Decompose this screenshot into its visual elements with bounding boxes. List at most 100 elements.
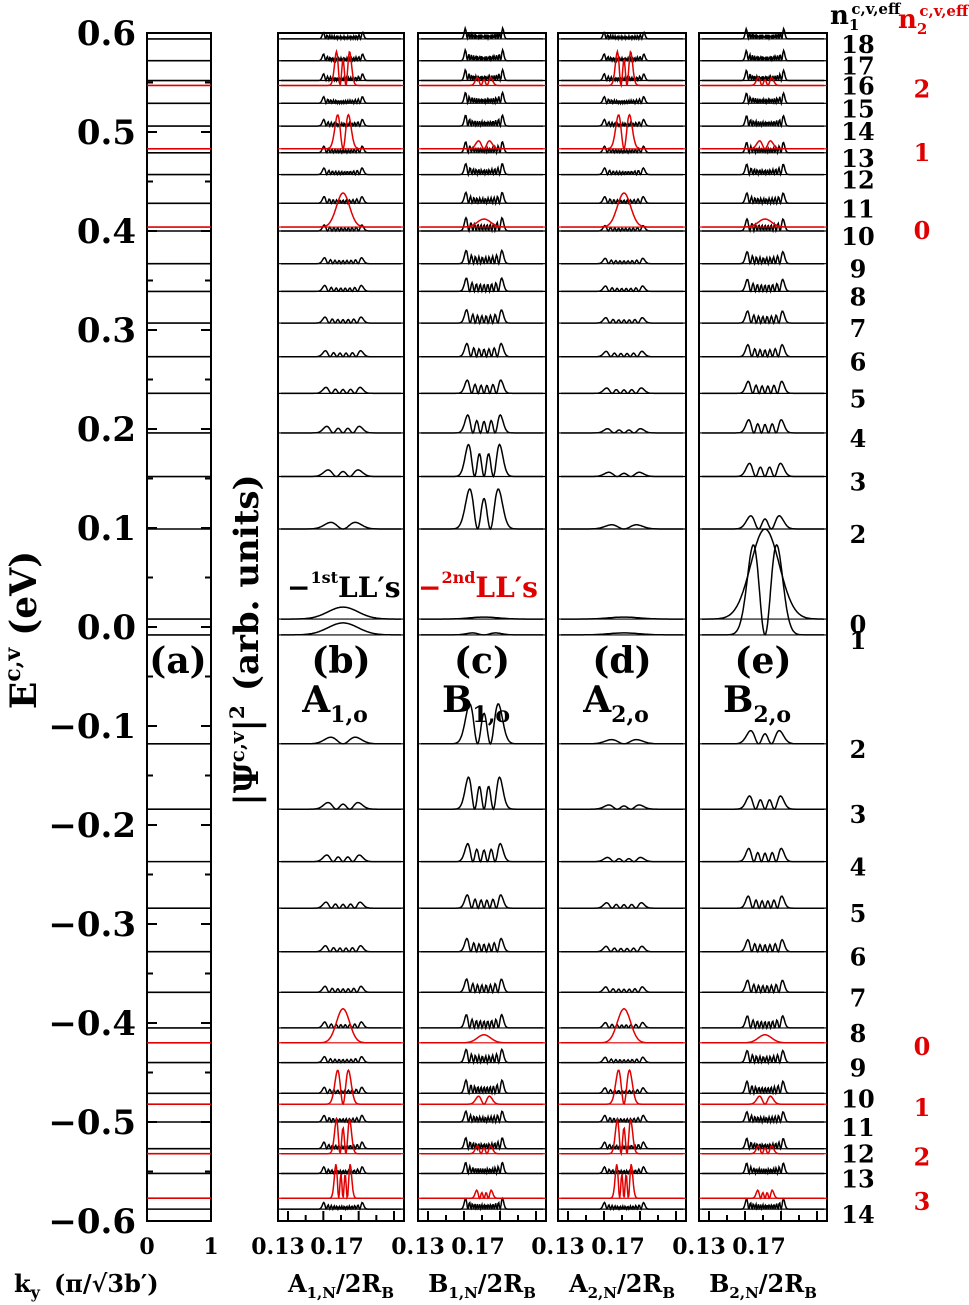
- panel-d-site-main: A: [582, 679, 612, 721]
- panel-c-second-wave-1: [421, 139, 543, 150]
- n1-cond-label-0: 0: [850, 610, 867, 639]
- n1-header-main: n: [830, 1, 849, 31]
- panel-b-first-wave-10: [281, 195, 401, 205]
- panel-e-first-wave-30: [702, 1162, 824, 1177]
- panel-b-xlabel-sub: 1,N: [307, 1284, 337, 1302]
- panel-c-first-wave-1: [421, 488, 543, 531]
- panel-e-first-wave-3: [702, 418, 824, 435]
- n1-val-label-3: 4: [850, 853, 867, 882]
- panel-b-xlabel-main: A: [287, 1269, 307, 1298]
- n1-cond-label-10: 11: [841, 194, 874, 223]
- panel-d-second-wave-0: [561, 192, 683, 228]
- quantum-number-labels: 0234567891011121314151617181234567891011…: [841, 30, 930, 1229]
- panel-c-first-wave-2: [421, 443, 543, 479]
- n1-cond-label-7: 8: [850, 282, 867, 311]
- psi-axis-title: |Ψc,v|2 (arb. units): [225, 474, 267, 805]
- n2-label-4: 1: [914, 1093, 931, 1122]
- n2-label-3: 0: [914, 1032, 931, 1061]
- panel-d-first-wave-13: [561, 118, 683, 129]
- panel-b-first-wave-20: [281, 801, 401, 810]
- y-tick-label-12: −0.6: [48, 1202, 136, 1242]
- panel-c-first-wave-20: [421, 776, 543, 811]
- y-tick-label-2: 0.4: [77, 212, 136, 252]
- panel-c: 0.13 0.17(c)B1,oB1,N/2RB: [391, 25, 547, 1302]
- legend-first-sup: 1st: [310, 568, 338, 587]
- panel-a-xtick-0: 0: [139, 1234, 154, 1260]
- y-tick-label-8: −0.2: [48, 806, 136, 846]
- n2-header-sub: 2: [917, 20, 927, 38]
- n1-cond-label-1: 2: [850, 520, 867, 549]
- panel-e-first-wave-29: [702, 1137, 824, 1152]
- panel-e-first-wave-24: [702, 979, 824, 995]
- panel-e-first-wave-19: [702, 729, 824, 745]
- panel-c-xlabel-tail-sub: B: [523, 1284, 536, 1302]
- panel-b-first-wave-11: [281, 166, 401, 177]
- panel-d-second-wave-6: [561, 1164, 683, 1199]
- panel-c-first-wave-3: [421, 414, 543, 435]
- panel-a-ticks: [147, 32, 211, 1222]
- n1-cond-label-3: 4: [850, 424, 867, 453]
- panel-c-site-sub: 1,o: [472, 702, 510, 728]
- n1-cond-label-8: 9: [850, 255, 867, 284]
- n1-val-label-0: 1: [850, 626, 867, 655]
- panel-b-first-wave-1: [281, 521, 401, 530]
- psi-axis-label-sq: 2: [225, 705, 249, 719]
- panel-b-site-main: A: [301, 679, 331, 721]
- panel-d-first-wave-10: [561, 195, 683, 205]
- panel-b-first-wave-31: [281, 1201, 401, 1212]
- panel-d-first-wave-26: [561, 1056, 683, 1064]
- panel-e-first-wave-10: [702, 191, 824, 207]
- panel-b: 0.13 0.17(b)A1,oA1,N/2RB: [251, 30, 405, 1302]
- panel-c-site: B1,o: [442, 679, 510, 728]
- panel-c-second-wave-6: [421, 1188, 543, 1200]
- panel-c-first-wave-15: [421, 67, 543, 84]
- panel-e-first-wave-21: [702, 847, 824, 863]
- psi-axis-label-unit: (arb. units): [227, 474, 267, 691]
- panel-e-second-wave-3: [702, 1034, 824, 1044]
- panel-c-first-wave-22: [421, 894, 543, 910]
- panel-e-second-wave-4: [702, 1095, 824, 1105]
- panel-b-first-wave-18: [281, 622, 401, 636]
- panel-d-site: A2,o: [582, 679, 649, 728]
- y-axis-title: Ec,v (eV): [0, 551, 45, 709]
- n2-header-sup: c,v,eff: [919, 2, 969, 20]
- panel-d-site-sub: 2,o: [611, 702, 649, 728]
- panel-c-first-wave-16: [421, 47, 543, 63]
- panel-e-first-wave-26: [702, 1049, 824, 1066]
- panel-d-first-wave-28: [561, 1114, 683, 1124]
- n2-label-0: 0: [914, 216, 931, 245]
- n1-val-label-9: 10: [841, 1084, 874, 1113]
- panel-c-first-wave-13: [421, 113, 543, 129]
- panel-d-first-wave-19: [561, 738, 683, 745]
- panel-b-first-wave-23: [281, 944, 401, 953]
- panel-b-first-wave-4: [281, 386, 401, 395]
- panel-e-first-wave-5: [702, 343, 824, 359]
- y-axis-label-main: E: [3, 682, 45, 709]
- panel-d-first-wave-5: [561, 350, 683, 358]
- panel-d-first-wave-24: [561, 986, 683, 994]
- panel-d-xlabel-tail-sub: B: [662, 1284, 675, 1302]
- panel-c-first-wave-11: [421, 162, 543, 178]
- panel-b-first-wave-6: [281, 316, 401, 325]
- y-tick-label-10: −0.4: [48, 1004, 136, 1044]
- panel-e: 0.13 0.17(e)B2,oB2,N/2RB: [672, 26, 828, 1302]
- panel-c-first-wave-31: [421, 1196, 543, 1212]
- panel-e-xlabel-tail: /2R: [759, 1269, 805, 1298]
- panel-c-xlabel-tail: /2R: [478, 1269, 524, 1298]
- n1-val-label-7: 8: [850, 1019, 867, 1048]
- panel-d-first-wave-21: [561, 856, 683, 863]
- panel-b-first-wave-7: [281, 284, 401, 293]
- panel-d-xlabel-sub: 2,N: [588, 1284, 618, 1302]
- panel-e-first-wave-22: [702, 895, 824, 910]
- panel-e-first-wave-7: [702, 278, 824, 294]
- svg-text:|Ψc,v|2(arb. units): |Ψc,v|2 (arb. units): [225, 474, 267, 805]
- n1-header-sup: c,v,eff: [851, 0, 902, 18]
- panel-d-first-wave-30: [561, 1165, 683, 1176]
- panel-c-first-wave-27: [421, 1078, 543, 1096]
- panel-c-first-wave-30: [421, 1161, 543, 1177]
- psi-axis-label-psi: |Ψ: [227, 762, 267, 805]
- n1-cond-label-15: 16: [841, 72, 874, 101]
- panel-c-first-wave-4: [421, 379, 543, 395]
- panel-b-first-wave-25: [281, 1021, 401, 1029]
